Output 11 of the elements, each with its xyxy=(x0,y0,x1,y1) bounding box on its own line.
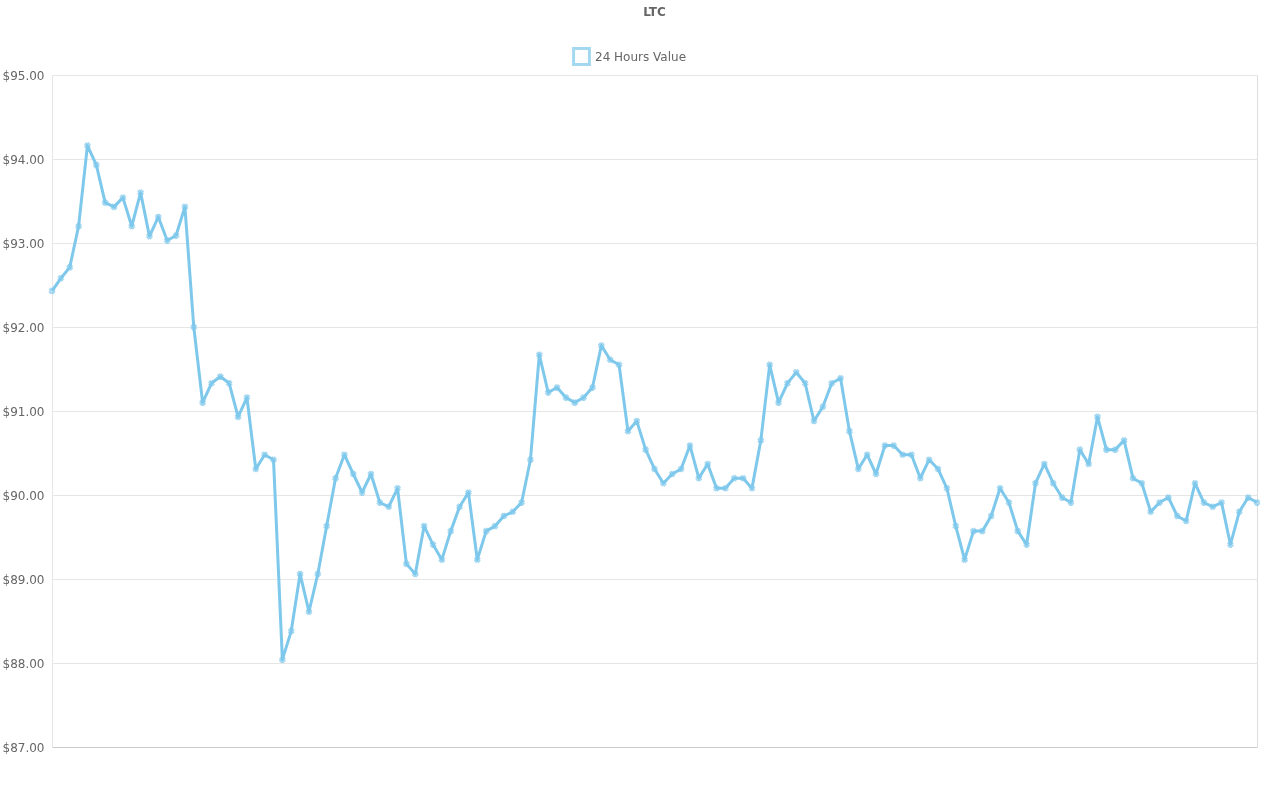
y-tick-label: $90.00 xyxy=(2,488,45,503)
legend-label: 24 Hours Value xyxy=(595,49,687,64)
y-tick-label: $94.00 xyxy=(2,152,45,167)
y-tick-label: $91.00 xyxy=(2,404,45,419)
y-tick-label: $87.00 xyxy=(2,740,45,755)
y-tick-label: $88.00 xyxy=(2,656,45,671)
y-tick-label: $95.00 xyxy=(2,68,45,83)
chart-title: LTC xyxy=(643,5,667,19)
y-tick-label: $92.00 xyxy=(2,320,45,335)
y-tick-label: $89.00 xyxy=(2,572,45,587)
y-tick-label: $93.00 xyxy=(2,236,45,251)
